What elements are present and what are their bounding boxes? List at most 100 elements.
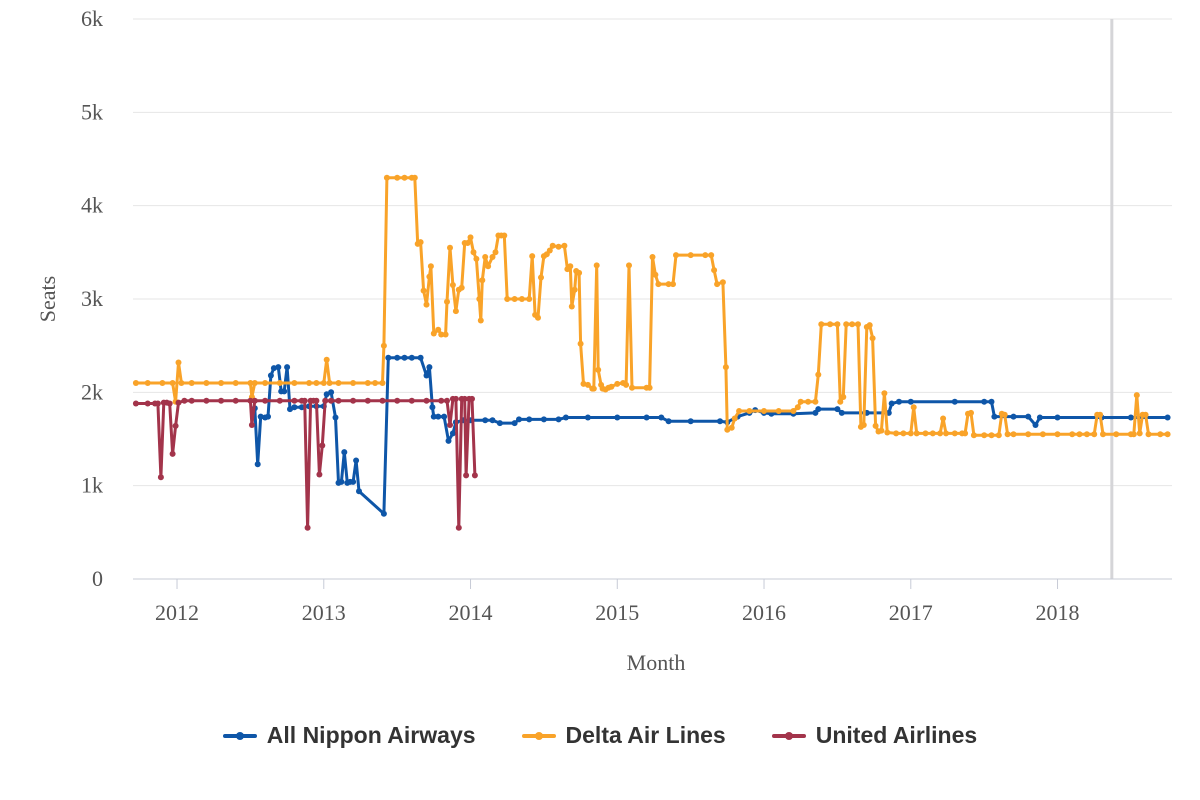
- data-point[interactable]: [529, 253, 536, 260]
- data-point[interactable]: [471, 472, 478, 479]
- data-point[interactable]: [794, 404, 801, 411]
- data-point[interactable]: [203, 397, 210, 404]
- data-point[interactable]: [555, 416, 562, 423]
- data-point[interactable]: [276, 380, 283, 386]
- data-point[interactable]: [827, 321, 834, 328]
- data-point[interactable]: [840, 394, 847, 400]
- data-point[interactable]: [323, 356, 330, 363]
- data-point[interactable]: [881, 390, 888, 397]
- data-point[interactable]: [477, 317, 484, 324]
- data-point[interactable]: [322, 397, 329, 404]
- data-point[interactable]: [281, 388, 288, 395]
- data-point[interactable]: [316, 471, 323, 478]
- data-point[interactable]: [940, 415, 947, 422]
- data-point[interactable]: [568, 303, 575, 310]
- data-point[interactable]: [1130, 431, 1137, 438]
- data-point[interactable]: [262, 380, 269, 386]
- data-point[interactable]: [951, 398, 958, 405]
- data-point[interactable]: [417, 354, 424, 361]
- data-point[interactable]: [154, 400, 161, 407]
- data-point[interactable]: [178, 380, 185, 386]
- data-point[interactable]: [328, 397, 335, 404]
- data-point[interactable]: [736, 408, 743, 414]
- data-point[interactable]: [401, 174, 408, 181]
- data-point[interactable]: [728, 424, 735, 431]
- data-point[interactable]: [1010, 413, 1017, 420]
- data-point[interactable]: [169, 380, 176, 386]
- data-point[interactable]: [385, 354, 392, 361]
- data-point[interactable]: [929, 430, 936, 437]
- data-point[interactable]: [546, 247, 553, 254]
- data-point[interactable]: [332, 414, 339, 421]
- data-point[interactable]: [834, 321, 841, 328]
- data-point[interactable]: [837, 398, 844, 405]
- data-point[interactable]: [423, 397, 430, 404]
- data-point[interactable]: [463, 472, 470, 479]
- data-point[interactable]: [1025, 431, 1032, 438]
- data-point[interactable]: [943, 430, 949, 437]
- data-point[interactable]: [590, 385, 597, 392]
- data-point[interactable]: [849, 321, 856, 328]
- data-point[interactable]: [731, 415, 738, 422]
- data-point[interactable]: [511, 420, 518, 427]
- data-point[interactable]: [614, 380, 621, 387]
- data-point[interactable]: [540, 416, 547, 423]
- data-point[interactable]: [251, 380, 258, 386]
- data-point[interactable]: [1032, 422, 1039, 428]
- data-point[interactable]: [169, 450, 176, 457]
- data-point[interactable]: [629, 384, 635, 391]
- data-point[interactable]: [1113, 431, 1120, 438]
- data-point[interactable]: [834, 406, 841, 413]
- data-point[interactable]: [408, 354, 415, 361]
- data-point[interactable]: [304, 524, 311, 531]
- data-point[interactable]: [549, 242, 556, 249]
- data-point[interactable]: [447, 422, 453, 428]
- data-point[interactable]: [313, 380, 320, 386]
- data-point[interactable]: [438, 331, 445, 338]
- data-point[interactable]: [501, 232, 508, 239]
- data-point[interactable]: [291, 380, 298, 386]
- data-point[interactable]: [526, 416, 533, 423]
- data-point[interactable]: [319, 442, 326, 449]
- data-point[interactable]: [188, 397, 195, 404]
- data-point[interactable]: [1136, 430, 1143, 437]
- data-point[interactable]: [838, 409, 845, 416]
- data-point[interactable]: [479, 277, 486, 284]
- data-point[interactable]: [584, 414, 591, 421]
- data-point[interactable]: [855, 321, 861, 328]
- legend-item-united-airlines[interactable]: United Airlines: [771, 722, 977, 749]
- data-point[interactable]: [442, 331, 449, 338]
- data-point[interactable]: [562, 414, 569, 421]
- legend-item-all-nippon-airways[interactable]: All Nippon Airways: [222, 722, 476, 749]
- data-point[interactable]: [673, 252, 679, 259]
- data-point[interactable]: [593, 262, 600, 269]
- data-point[interactable]: [1039, 431, 1046, 438]
- data-point[interactable]: [267, 372, 274, 379]
- data-point[interactable]: [761, 408, 767, 414]
- data-point[interactable]: [1054, 414, 1061, 421]
- data-point[interactable]: [907, 430, 914, 437]
- data-point[interactable]: [254, 461, 261, 468]
- data-point[interactable]: [485, 263, 492, 270]
- data-point[interactable]: [722, 364, 729, 371]
- data-point[interactable]: [702, 252, 709, 259]
- data-point[interactable]: [380, 510, 387, 517]
- data-point[interactable]: [423, 301, 430, 308]
- data-point[interactable]: [922, 430, 929, 437]
- data-point[interactable]: [913, 430, 920, 437]
- data-point[interactable]: [291, 397, 298, 404]
- data-point[interactable]: [511, 296, 518, 302]
- data-point[interactable]: [538, 274, 544, 281]
- data-point[interactable]: [445, 437, 452, 444]
- data-point[interactable]: [372, 380, 379, 386]
- data-point[interactable]: [1145, 431, 1152, 438]
- legend-item-delta-air-lines[interactable]: Delta Air Lines: [521, 722, 726, 749]
- data-point[interactable]: [247, 397, 254, 404]
- data-point[interactable]: [429, 404, 436, 411]
- data-point[interactable]: [1091, 431, 1098, 438]
- data-point[interactable]: [157, 474, 164, 481]
- data-point[interactable]: [1142, 411, 1149, 418]
- data-point[interactable]: [452, 308, 459, 315]
- data-point[interactable]: [435, 326, 442, 333]
- data-point[interactable]: [711, 267, 718, 274]
